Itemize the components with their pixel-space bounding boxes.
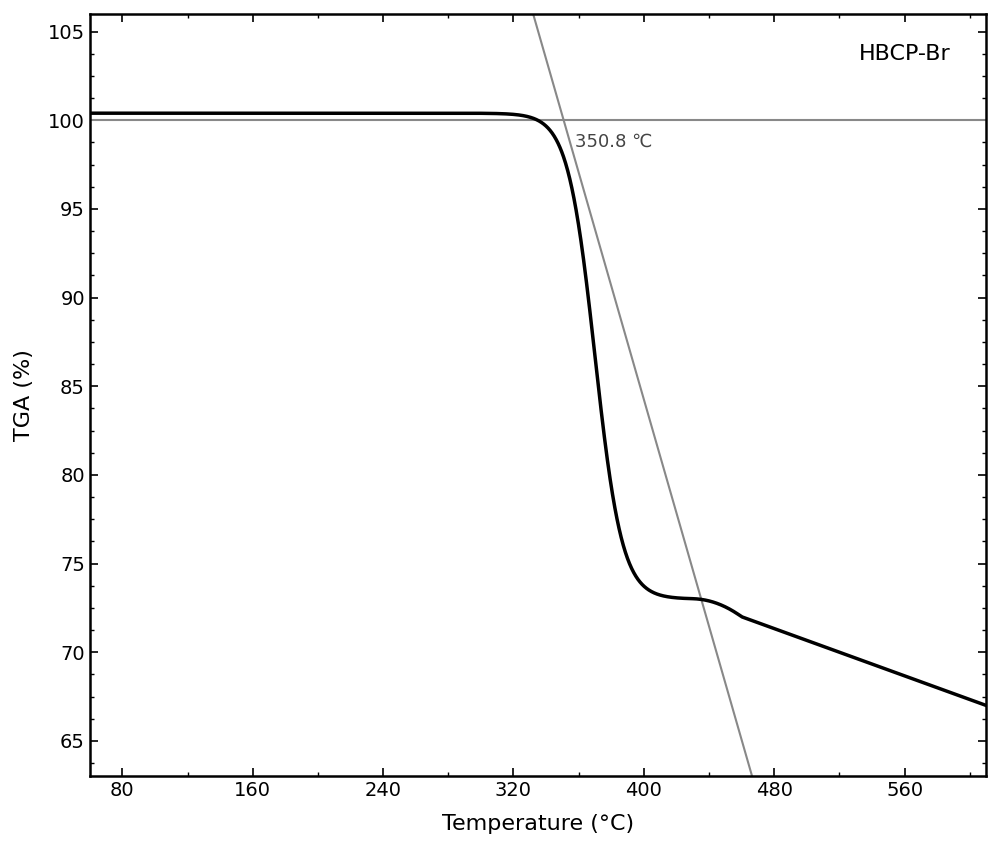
X-axis label: Temperature (°C): Temperature (°C) [442, 814, 634, 834]
Text: 350.8 ℃: 350.8 ℃ [575, 133, 653, 151]
Text: HBCP-Br: HBCP-Br [859, 44, 950, 64]
Y-axis label: TGA (%): TGA (%) [14, 349, 34, 441]
